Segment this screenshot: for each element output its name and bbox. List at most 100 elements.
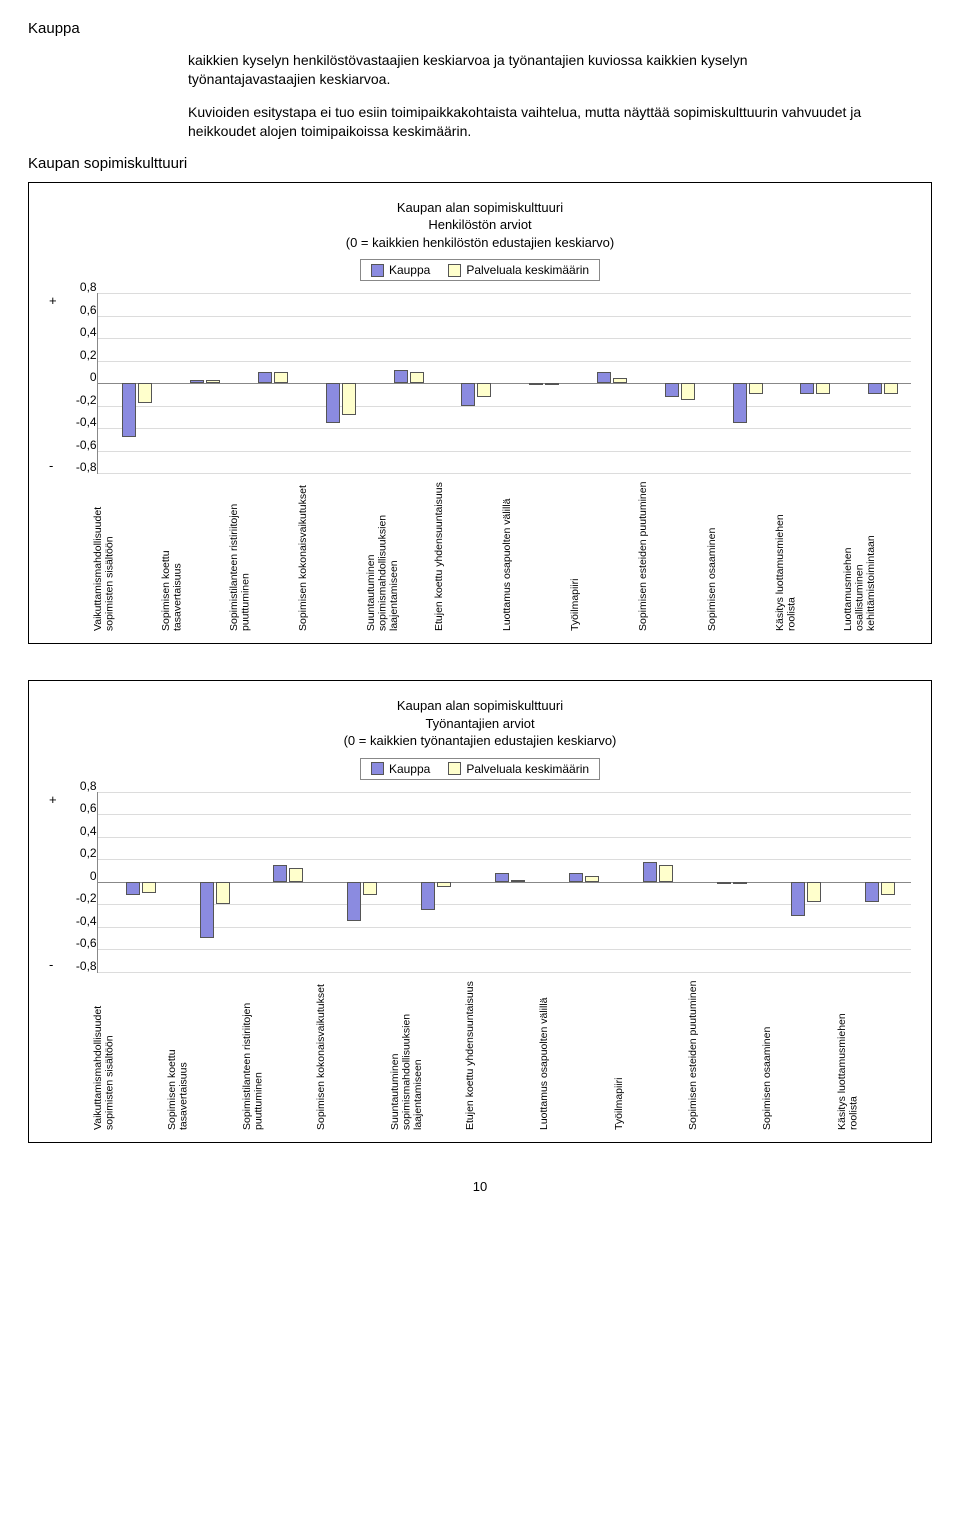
bar bbox=[868, 383, 882, 394]
category-group bbox=[615, 792, 689, 972]
section-title: Kauppa bbox=[28, 20, 932, 37]
y-sign-column: +- bbox=[49, 293, 61, 475]
bar bbox=[206, 380, 220, 383]
x-tick-label: Käsitys luottamusmiehen roolista bbox=[775, 481, 843, 633]
bar bbox=[569, 873, 583, 882]
category-group bbox=[319, 792, 393, 972]
legend-item: Palveluala keskimäärin bbox=[448, 263, 589, 277]
category-group bbox=[504, 293, 572, 473]
minus-sign: - bbox=[49, 458, 57, 473]
bar bbox=[665, 383, 679, 397]
legend-label: Kauppa bbox=[389, 762, 430, 776]
bar bbox=[529, 383, 543, 385]
grid-line bbox=[98, 473, 911, 474]
bar bbox=[326, 383, 340, 422]
chart-title: Kaupan alan sopimiskulttuuriTyönantajien… bbox=[49, 697, 911, 750]
bar bbox=[190, 380, 204, 383]
grid-line bbox=[98, 972, 911, 973]
x-tick-label: Sopimisen kokonaisvaikutukset bbox=[316, 980, 390, 1132]
page-number: 10 bbox=[28, 1179, 932, 1194]
x-tick-label: Suuntautuminen sopimismahdollisuuksien l… bbox=[366, 481, 434, 633]
plot bbox=[97, 792, 911, 973]
x-tick-label: Sopimisen koettu tasavertaisuus bbox=[167, 980, 241, 1132]
y-sign-column: +- bbox=[49, 792, 61, 974]
x-tick-label: Sopimisen esteiden puutuminen bbox=[638, 481, 706, 633]
bar bbox=[138, 383, 152, 403]
x-tick-label: Luottamusmiehen osallistuminen kehittämi… bbox=[843, 481, 911, 633]
legend-swatch bbox=[371, 762, 384, 775]
bar bbox=[200, 882, 214, 938]
category-group bbox=[301, 293, 369, 473]
x-tick-label: Työilmapiiri bbox=[570, 481, 638, 633]
x-tick-label: Suuntautuminen sopimismahdollisuuksien l… bbox=[390, 980, 464, 1132]
minus-sign: - bbox=[49, 957, 57, 972]
category-group bbox=[369, 293, 437, 473]
category-group bbox=[98, 293, 166, 473]
x-axis: Vaikuttamismahdollisuudet sopimisten sis… bbox=[93, 481, 911, 633]
legend-label: Kauppa bbox=[389, 263, 430, 277]
legend-label: Palveluala keskimäärin bbox=[466, 263, 589, 277]
bar bbox=[437, 882, 451, 888]
plot bbox=[97, 293, 911, 474]
category-group bbox=[172, 792, 246, 972]
bar bbox=[881, 882, 895, 896]
category-group bbox=[837, 792, 911, 972]
bar bbox=[410, 372, 424, 383]
bar bbox=[545, 383, 559, 385]
category-group bbox=[165, 293, 233, 473]
bar bbox=[597, 372, 611, 383]
bar bbox=[791, 882, 805, 916]
x-tick-label: Etujen koettu yhdensuuntaisuus bbox=[465, 980, 539, 1132]
x-tick-label: Työilmapiiri bbox=[614, 980, 688, 1132]
bars-row bbox=[98, 293, 911, 473]
bar bbox=[126, 882, 140, 896]
chart-legend: Kauppa Palveluala keskimäärin bbox=[360, 758, 600, 780]
intro-paragraph: Kuvioiden esitystapa ei tuo esiin toimip… bbox=[188, 103, 872, 141]
bar bbox=[342, 383, 356, 415]
y-axis: 0,80,60,40,20-0,2-0,4-0,6-0,8 bbox=[61, 293, 97, 473]
bar bbox=[216, 882, 230, 905]
bar bbox=[613, 378, 627, 384]
bar bbox=[289, 868, 303, 882]
bars-row bbox=[98, 792, 911, 972]
bar bbox=[643, 862, 657, 882]
category-group bbox=[763, 792, 837, 972]
chart-legend: Kauppa Palveluala keskimäärin bbox=[360, 259, 600, 281]
bar bbox=[884, 383, 898, 394]
legend-swatch bbox=[371, 264, 384, 277]
bar bbox=[511, 880, 525, 882]
x-tick-label: Sopimistilanteen ristiriitojen puuttumin… bbox=[242, 980, 316, 1132]
bar bbox=[733, 383, 747, 422]
category-group bbox=[98, 792, 172, 972]
bar bbox=[816, 383, 830, 394]
bar bbox=[477, 383, 491, 397]
bar bbox=[495, 873, 509, 882]
chart-title: Kaupan alan sopimiskulttuuriHenkilöstön … bbox=[49, 199, 911, 252]
bar bbox=[122, 383, 136, 437]
category-group bbox=[541, 792, 615, 972]
bar bbox=[273, 865, 287, 882]
category-group bbox=[640, 293, 708, 473]
x-tick-label: Luottamus osapuolten välillä bbox=[539, 980, 613, 1132]
x-tick-label: Sopimisen kokonaisvaikutukset bbox=[298, 481, 366, 633]
category-group bbox=[467, 792, 541, 972]
x-tick-label: Sopimisen esteiden puutuminen bbox=[688, 980, 762, 1132]
bar bbox=[258, 372, 272, 383]
x-tick-label: Etujen koettu yhdensuuntaisuus bbox=[434, 481, 502, 633]
chart-plot-area: +-0,80,60,40,20-0,2-0,4-0,6-0,8 bbox=[49, 792, 911, 974]
bar bbox=[347, 882, 361, 921]
category-group bbox=[393, 792, 467, 972]
intro-block: kaikkien kyselyn henkilöstövastaajien ke… bbox=[188, 51, 872, 141]
bar bbox=[733, 882, 747, 884]
plus-sign: + bbox=[49, 293, 57, 308]
sub-title: Kaupan sopimiskulttuuri bbox=[28, 155, 932, 172]
bar bbox=[749, 383, 763, 394]
category-group bbox=[437, 293, 505, 473]
bar bbox=[363, 882, 377, 896]
bar bbox=[807, 882, 821, 902]
bar bbox=[421, 882, 435, 910]
legend-label: Palveluala keskimäärin bbox=[466, 762, 589, 776]
legend-swatch bbox=[448, 264, 461, 277]
x-tick-label: Sopimisen osaaminen bbox=[762, 980, 836, 1132]
bar bbox=[717, 882, 731, 884]
